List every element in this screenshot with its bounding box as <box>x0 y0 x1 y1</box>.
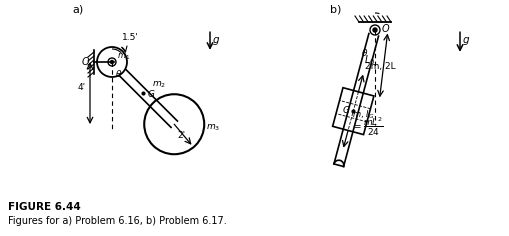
Text: 2m, 2L: 2m, 2L <box>365 62 396 71</box>
Text: $m_1$: $m_1$ <box>117 51 130 62</box>
Text: $m,\, I_G$: $m,\, I_G$ <box>352 109 375 121</box>
Text: $\theta$: $\theta$ <box>361 47 369 58</box>
Text: FIGURE 6.44: FIGURE 6.44 <box>8 202 81 212</box>
Text: g: g <box>213 35 219 45</box>
Circle shape <box>373 28 377 32</box>
Text: a): a) <box>72 4 83 14</box>
Text: $m_2$: $m_2$ <box>152 79 166 90</box>
Text: O: O <box>382 24 389 34</box>
Text: $m_3$: $m_3$ <box>206 122 220 133</box>
Text: 4': 4' <box>78 83 86 92</box>
Text: $\theta$: $\theta$ <box>115 68 122 79</box>
Text: 1.5': 1.5' <box>122 33 139 42</box>
Text: b): b) <box>330 4 342 14</box>
Circle shape <box>110 60 114 63</box>
Text: Figures for a) Problem 6.16, b) Problem 6.17.: Figures for a) Problem 6.16, b) Problem … <box>8 216 227 226</box>
Text: O: O <box>82 57 90 67</box>
Text: $= \dfrac{mL^2}{24}$: $= \dfrac{mL^2}{24}$ <box>352 116 384 138</box>
Text: g: g <box>463 35 470 45</box>
Text: G: G <box>147 90 154 99</box>
Text: $L_0$: $L_0$ <box>363 53 375 67</box>
Text: G: G <box>343 106 350 115</box>
Text: 2': 2' <box>177 131 185 140</box>
